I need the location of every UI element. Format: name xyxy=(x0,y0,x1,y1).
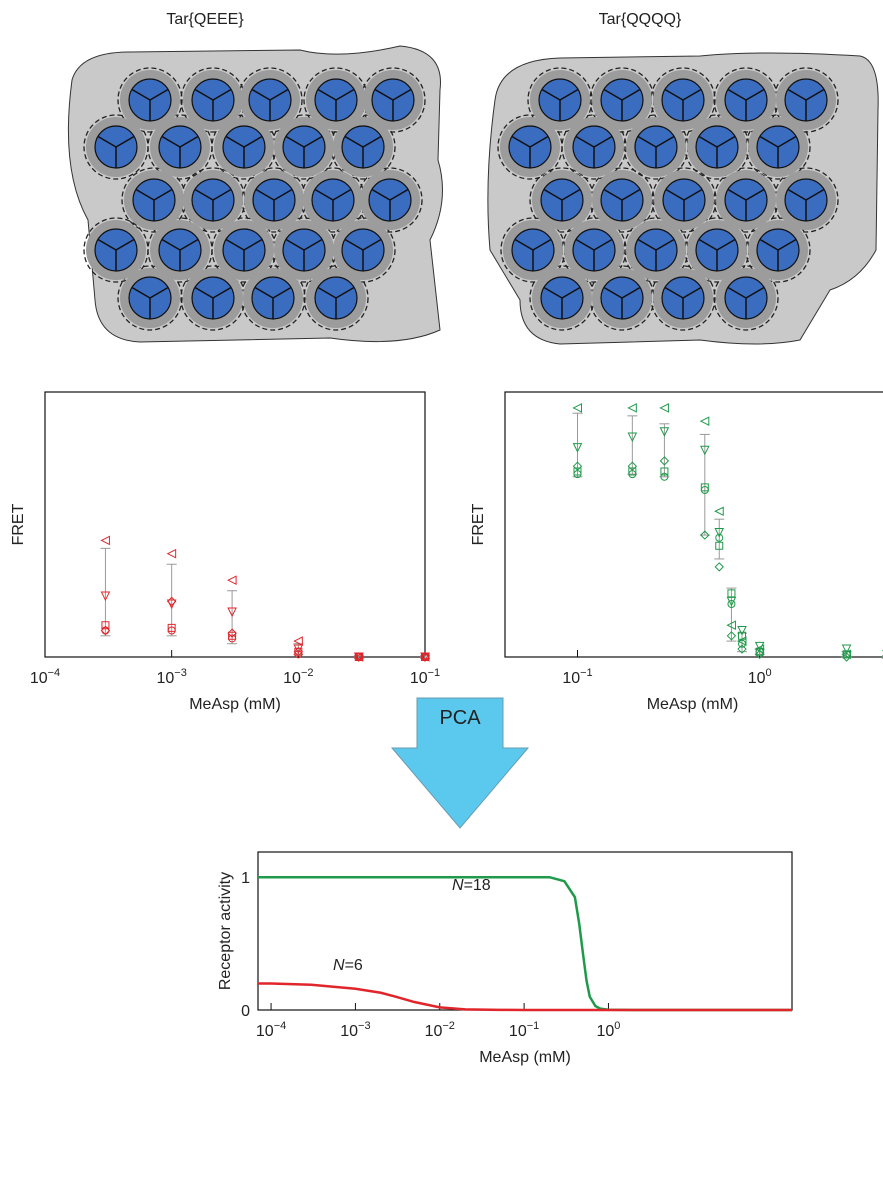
annotation-text: =6 xyxy=(345,957,363,974)
annotation-text: =18 xyxy=(464,877,491,894)
marker xyxy=(628,404,636,412)
diagram-title: Tar{QEEE} xyxy=(166,11,244,28)
x-tick-label: 100 xyxy=(748,667,772,687)
annotation-variable: N xyxy=(333,957,345,974)
plot-frame xyxy=(45,392,425,657)
x-axis-label: MeAsp (mM) xyxy=(189,696,281,713)
receptor-arrays xyxy=(84,68,838,330)
marker xyxy=(715,507,723,515)
figure: Tar{QEEE} Tar{QQQQ} PCA 10−4 10−3 10−2 10−1… xyxy=(0,0,883,1193)
marker xyxy=(701,417,709,425)
marker xyxy=(101,536,109,544)
marker xyxy=(660,404,668,412)
x-tick-label: 10−4 xyxy=(256,1020,286,1040)
x-axis-label: MeAsp (mM) xyxy=(479,1049,571,1066)
annotation: N=6 xyxy=(333,957,363,974)
x-tick-label: 10−4 xyxy=(30,667,60,687)
marker xyxy=(228,576,236,584)
y-axis-label: FRET xyxy=(470,503,487,545)
x-tick-label: 10−3 xyxy=(340,1020,370,1040)
marker xyxy=(573,404,581,412)
x-tick-label: 10−1 xyxy=(410,667,440,687)
annotation: N=18 xyxy=(452,877,491,894)
diagram-title: Tar{QQQQ} xyxy=(599,11,682,28)
x-tick-label: 10−3 xyxy=(156,667,186,687)
y-tick-label: 0 xyxy=(241,1003,250,1020)
curve xyxy=(258,877,792,1010)
annotation-variable: N xyxy=(452,877,464,894)
x-tick-label: 100 xyxy=(596,1020,620,1040)
marker xyxy=(168,550,176,558)
marker xyxy=(715,563,723,571)
x-tick-label: 10−1 xyxy=(509,1020,539,1040)
y-axis-label: FRET xyxy=(10,503,27,545)
x-tick-label: 10−2 xyxy=(283,667,313,687)
y-tick-label: 1 xyxy=(241,870,250,887)
x-axis-label: MeAsp (mM) xyxy=(647,696,739,713)
curve xyxy=(258,983,792,1010)
y-axis-label: Receptor activity xyxy=(217,872,234,990)
plot-frame xyxy=(505,392,883,657)
x-tick-label: 10−1 xyxy=(562,667,592,687)
x-tick-label: 10−2 xyxy=(425,1020,455,1040)
arrow-label: PCA xyxy=(439,707,481,729)
